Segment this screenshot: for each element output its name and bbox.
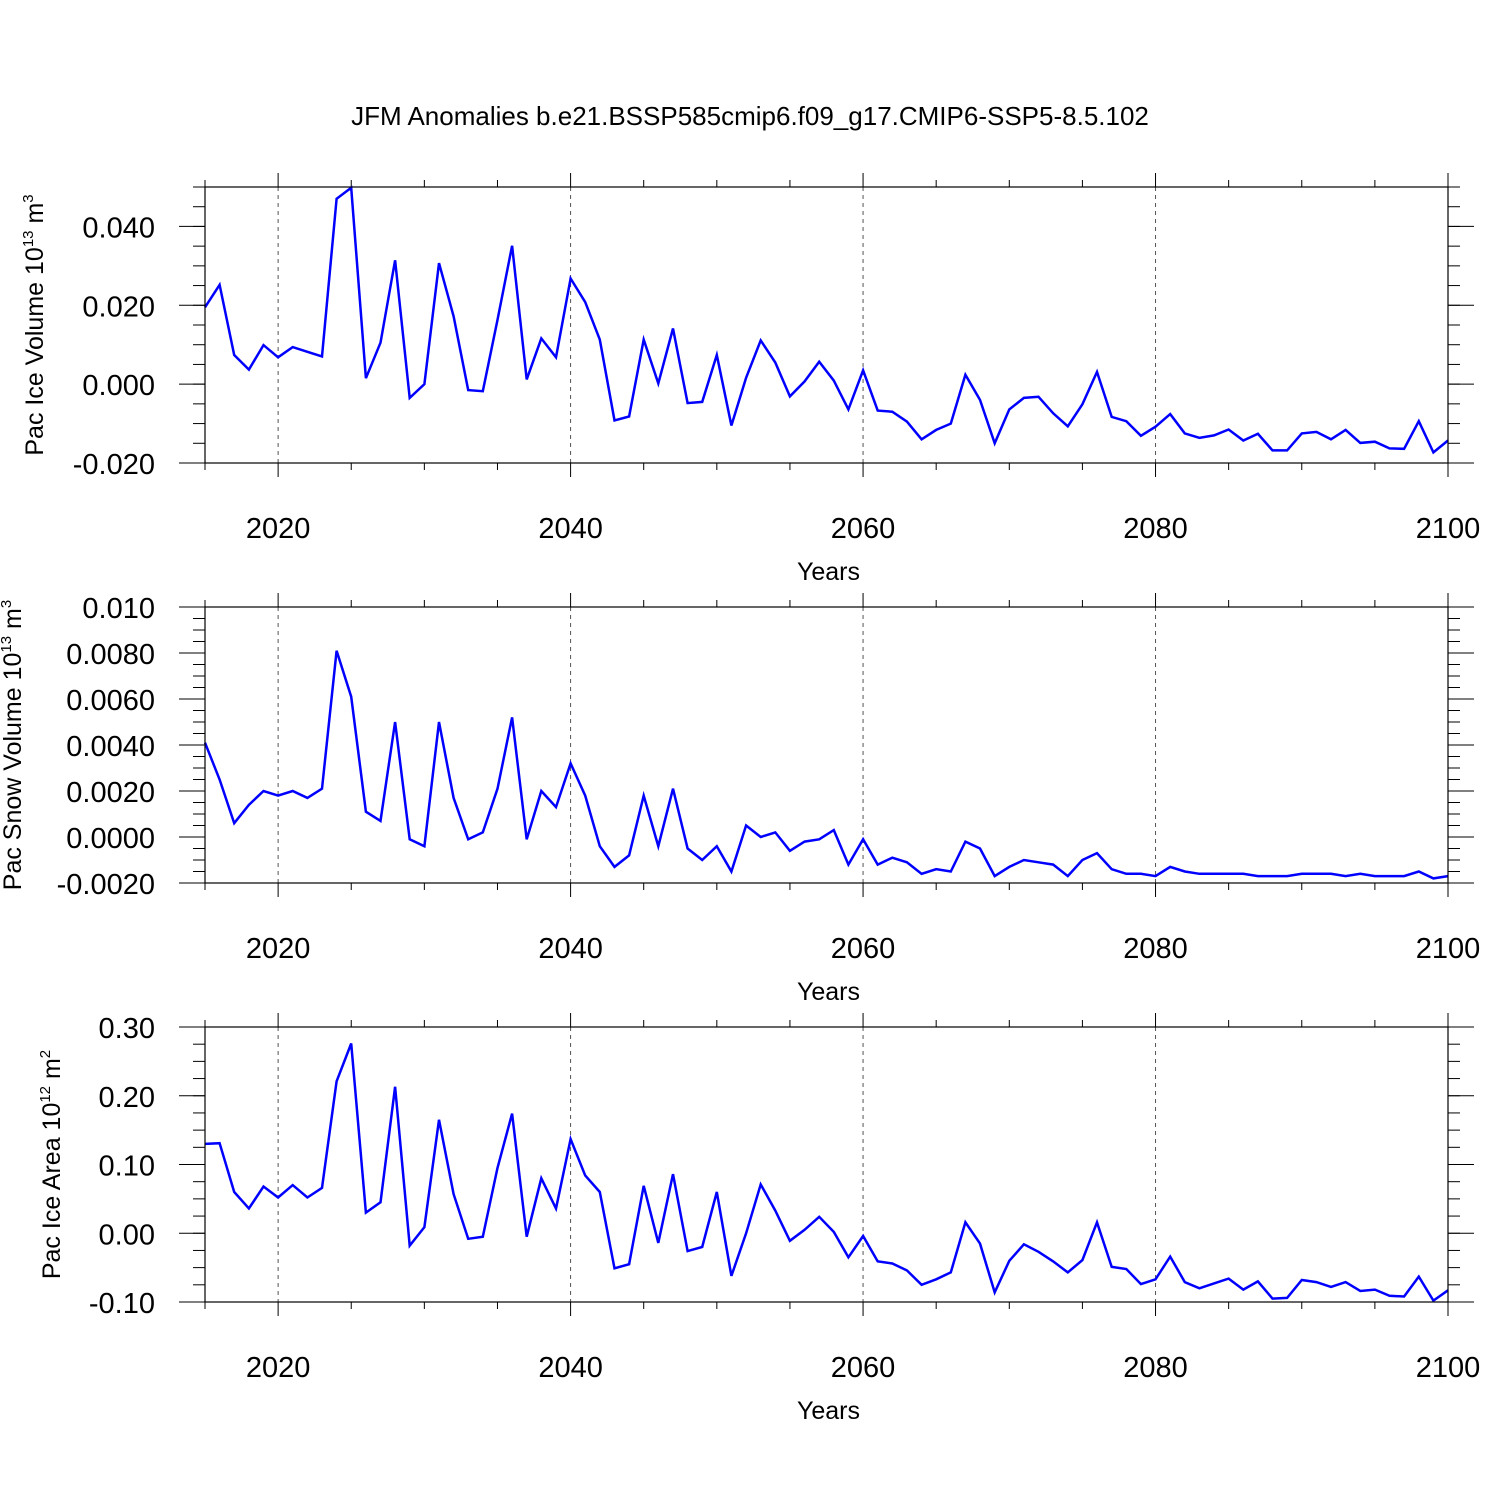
y-axis-label: Pac Snow Volume 1013 m3 [0, 600, 27, 890]
chart-title: JFM Anomalies b.e21.BSSP585cmip6.f09_g17… [351, 101, 1149, 131]
x-axis-label: Years [797, 558, 860, 586]
x-tick-label: 2100 [1416, 933, 1481, 965]
x-axis-label: Years [797, 978, 860, 1006]
y-tick-label: -0.0020 [57, 869, 155, 901]
y-tick-label: 0.00 [99, 1219, 155, 1251]
plot-frame [204, 186, 1449, 464]
x-tick-label: 2100 [1416, 1352, 1481, 1384]
y-tick-label: 0.0020 [66, 777, 155, 809]
y-tick-label: 0.0060 [66, 685, 155, 717]
x-tick-label: 2060 [831, 933, 896, 965]
chart-panel-snow-volume: -0.0020 0.0000 0.0020 0.0040 0.0060 0.0080 0.0… [0, 593, 1480, 1006]
y-tick-label: 0.010 [82, 593, 155, 625]
y-tick-label: -0.020 [73, 449, 155, 481]
x-tick-label: 2080 [1123, 933, 1188, 965]
y-tick-label: -0.10 [89, 1288, 155, 1320]
y-tick-label: 0.20 [99, 1082, 155, 1114]
y-tick-label: 0.020 [82, 291, 155, 323]
x-tick-label: 2020 [246, 513, 311, 545]
plot-frame [204, 1026, 1449, 1303]
x-tick-label: 2040 [538, 1352, 603, 1384]
x-tick-label: 2020 [246, 1352, 311, 1384]
plot-frame [204, 606, 1449, 884]
y-tick-label: 0.000 [82, 370, 155, 402]
x-tick-label: 2040 [538, 933, 603, 965]
series-line-ice-volume [203, 185, 1449, 455]
y-axis-label: Pac Ice Area 1012 m2 [37, 1050, 66, 1279]
y-tick-label: 0.0040 [66, 731, 155, 763]
x-axis-label: Years [797, 1397, 860, 1425]
series-line-snow-volume [203, 650, 1449, 880]
y-tick-label: 0.0080 [66, 639, 155, 671]
y-tick-label: 0.10 [99, 1151, 155, 1183]
chart-panel-ice-volume: -0.020 0.000 0.020 0.040 2020 2040 2060 2080 210… [20, 173, 1480, 586]
x-tick-label: 2100 [1416, 513, 1481, 545]
x-tick-label: 2080 [1123, 1352, 1188, 1384]
chart-panel-ice-area: -0.10 0.00 0.10 0.20 0.30 2020 2040 2060 2080 210… [37, 1013, 1480, 1425]
x-tick-label: 2060 [831, 1352, 896, 1384]
y-tick-label: 0.040 [82, 212, 155, 244]
x-tick-label: 2060 [831, 513, 896, 545]
y-tick-label: 0.0000 [66, 823, 155, 855]
x-tick-label: 2040 [538, 513, 603, 545]
x-tick-label: 2080 [1123, 513, 1188, 545]
series-line-ice-area [204, 1043, 1449, 1303]
x-tick-label: 2020 [246, 933, 311, 965]
y-tick-label: 0.30 [99, 1013, 155, 1045]
y-axis-label: Pac Ice Volume 1013 m3 [20, 194, 49, 455]
